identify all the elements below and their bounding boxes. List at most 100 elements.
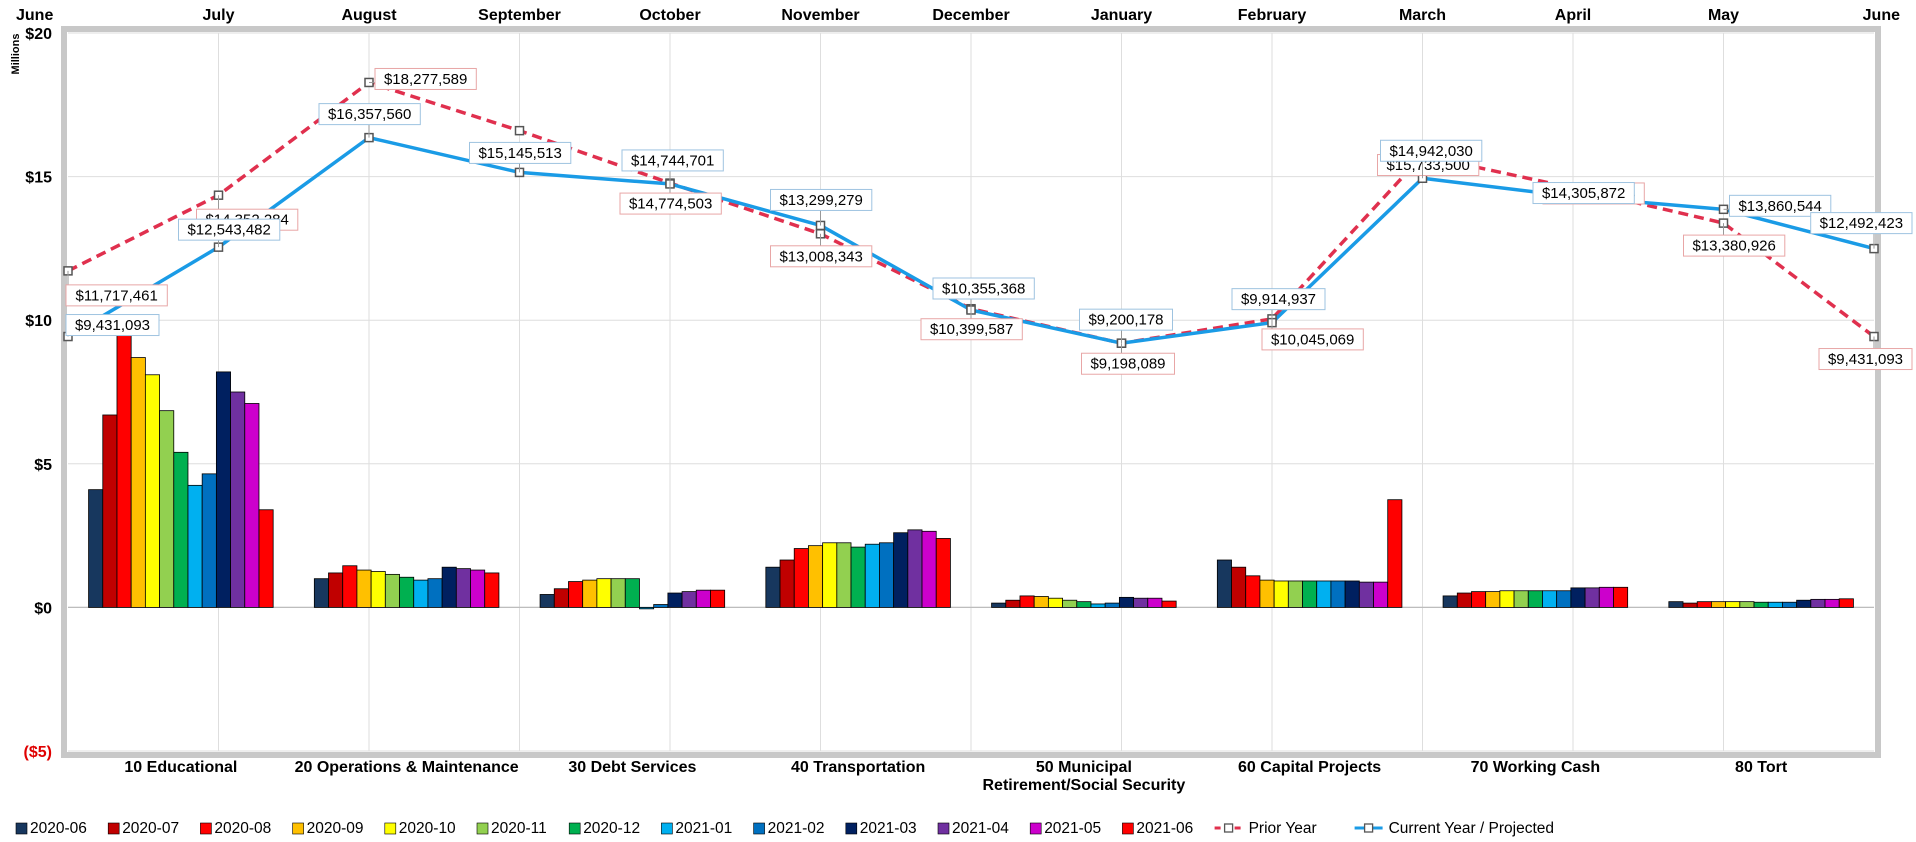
prior-year-label-7: $9,198,089 xyxy=(1081,343,1175,375)
bar-2021-02-70-working-cash xyxy=(1556,590,1572,608)
callout-box xyxy=(770,188,873,211)
bar-2021-03-10-educational xyxy=(215,371,231,608)
bar-2021-03-30-debt-services xyxy=(667,592,683,608)
month-label-june: June xyxy=(16,7,53,24)
current-year-label-12: $12,492,423 xyxy=(1810,212,1913,249)
prior-year-label-12: $9,431,093 xyxy=(1818,336,1913,371)
bar-2021-05-70-working-cash xyxy=(1598,586,1614,608)
bar-2020-09-60-capital-projects xyxy=(1259,579,1275,608)
bar-group-50-municipal-retirement-social-security xyxy=(991,595,1177,608)
month-label-april: April xyxy=(1555,7,1591,24)
month-label-january: January xyxy=(1091,7,1152,24)
month-label-february: February xyxy=(1238,7,1307,24)
bar-2020-09-80-tort xyxy=(1711,601,1727,608)
bar-2021-05-60-capital-projects xyxy=(1373,581,1389,608)
bar-2020-10-50-municipal-retirement-social-security xyxy=(1047,597,1063,608)
bar-2021-05-30-debt-services xyxy=(695,589,711,608)
legend-label: 2020-10 xyxy=(399,820,456,837)
month-label-november: November xyxy=(781,7,859,24)
bar-group-70-working-cash xyxy=(1442,586,1629,608)
category-label-80-tort: 80 Tort xyxy=(1735,759,1788,776)
current-year-label-3: $15,145,513 xyxy=(469,141,572,173)
bar-2021-01-10-educational xyxy=(187,484,203,608)
bar-2021-03-50-municipal-retirement-social-security xyxy=(1118,596,1134,608)
prior-year-label-0: $11,717,461 xyxy=(65,270,168,307)
month-label-october: October xyxy=(639,7,700,24)
bar-2020-10-60-capital-projects xyxy=(1273,580,1289,608)
legend-marker xyxy=(1363,823,1374,833)
legend-label: 2021-04 xyxy=(952,820,1009,837)
bar-2020-10-70-working-cash xyxy=(1499,590,1515,608)
bar-2020-08-80-tort xyxy=(1696,601,1712,608)
y-tick-label: $5 xyxy=(34,457,52,474)
prior-year-label-6: $10,399,587 xyxy=(920,308,1023,341)
bar-group-10-educational xyxy=(88,325,274,608)
bar-2020-06-50-municipal-retirement-social-security xyxy=(991,602,1007,608)
callout-box xyxy=(65,314,160,337)
callout-box xyxy=(374,67,477,90)
callout-box xyxy=(1380,139,1483,162)
month-label-june: June xyxy=(1863,7,1900,24)
bar-2021-04-70-working-cash xyxy=(1584,587,1600,608)
bar-2020-11-10-educational xyxy=(159,410,175,608)
callout-box xyxy=(770,245,873,268)
callout-box xyxy=(1818,348,1913,371)
legend-swatch xyxy=(937,822,950,835)
bar-2021-03-40-transportation xyxy=(893,532,909,608)
legend-label: 2020-07 xyxy=(122,820,179,837)
bar-2020-08-20-operations-maintenance xyxy=(342,565,358,608)
callout-box xyxy=(469,141,572,164)
bar-2021-05-50-municipal-retirement-social-security xyxy=(1147,597,1163,608)
legend-label: 2020-06 xyxy=(30,820,87,837)
current-year-label-11: $13,860,544 xyxy=(1723,194,1832,217)
bar-2021-04-40-transportation xyxy=(907,529,923,608)
prior-year-label-5: $13,008,343 xyxy=(770,233,873,268)
callout-box xyxy=(932,277,1035,300)
legend-swatch xyxy=(15,822,28,835)
bar-2020-07-80-tort xyxy=(1682,602,1698,608)
legend-item-2021-02: 2021-02 xyxy=(753,820,824,837)
bar-2020-08-30-debt-services xyxy=(568,581,584,608)
bar-2020-06-60-capital-projects xyxy=(1216,559,1232,608)
bar-2020-11-60-capital-projects xyxy=(1287,580,1303,608)
callout-box xyxy=(1683,234,1786,257)
data-label: $16,357,560 xyxy=(328,106,411,123)
callout-box xyxy=(1810,212,1913,235)
legend-swatch xyxy=(384,822,397,835)
legend-item-prior-year: Prior Year xyxy=(1214,820,1317,837)
month-label-september: September xyxy=(478,7,561,24)
bar-2021-01-30-debt-services xyxy=(639,607,655,610)
bar-2020-06-70-working-cash xyxy=(1442,595,1458,608)
legend-label: 2021-05 xyxy=(1044,820,1101,837)
legend-label: Current Year / Projected xyxy=(1389,820,1554,837)
current-year-label-0: $9,431,093 xyxy=(65,314,160,337)
data-label: $18,277,589 xyxy=(384,71,467,88)
callout-box xyxy=(318,103,421,126)
bar-2021-06-10-educational xyxy=(258,509,274,608)
data-label: $14,942,030 xyxy=(1389,143,1472,160)
bar-2020-12-60-capital-projects xyxy=(1302,580,1318,608)
bar-2020-07-70-working-cash xyxy=(1456,592,1472,608)
bar-2021-06-80-tort xyxy=(1838,598,1854,608)
legend-label: 2021-01 xyxy=(675,820,732,837)
bar-2021-06-20-operations-maintenance xyxy=(484,572,500,608)
legend-swatch xyxy=(845,822,858,835)
bar-2020-08-50-municipal-retirement-social-security xyxy=(1019,595,1035,608)
bar-2020-09-50-municipal-retirement-social-security xyxy=(1033,596,1049,608)
legend-item-2020-12: 2020-12 xyxy=(568,820,640,837)
bar-2020-11-80-tort xyxy=(1739,601,1755,608)
callout-box xyxy=(920,318,1023,341)
category-label-40-transportation: 40 Transportation xyxy=(791,759,925,776)
bar-2021-01-60-capital-projects xyxy=(1316,580,1332,608)
bar-group-40-transportation xyxy=(765,529,951,608)
legend-label: Prior Year xyxy=(1249,820,1317,837)
bar-2020-07-20-operations-maintenance xyxy=(328,572,344,608)
bar-2020-08-70-working-cash xyxy=(1471,591,1487,608)
bar-2021-03-20-operations-maintenance xyxy=(441,566,457,608)
callout-box xyxy=(1079,308,1173,331)
bar-2021-06-70-working-cash xyxy=(1613,586,1629,608)
bar-2020-11-40-transportation xyxy=(836,542,852,608)
y-tick-label: $0 xyxy=(34,600,52,617)
bar-2021-06-30-debt-services xyxy=(710,589,726,608)
